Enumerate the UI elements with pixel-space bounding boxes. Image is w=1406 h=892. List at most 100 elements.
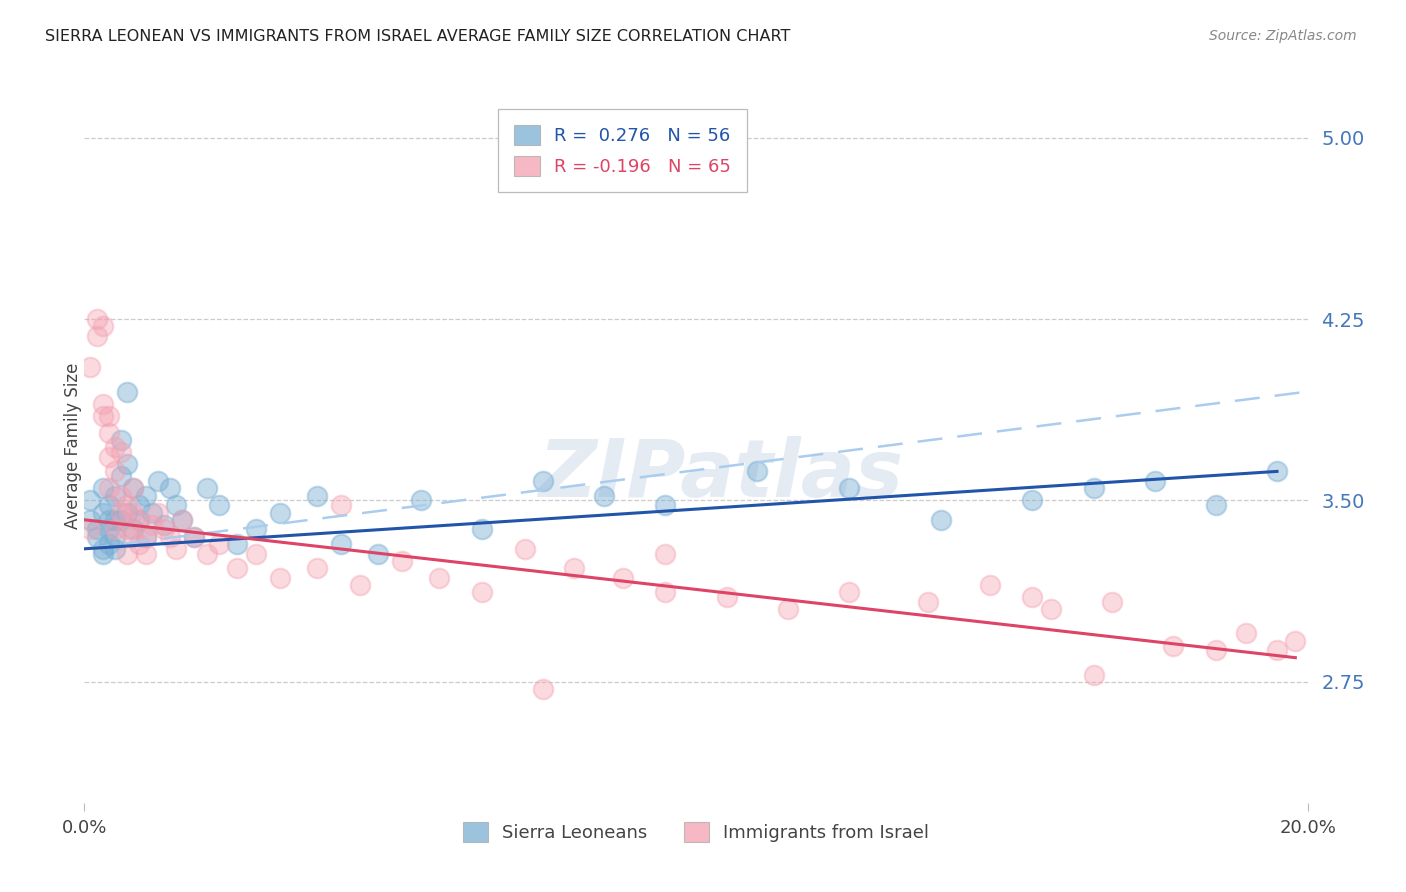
Point (208, 498, 231, 512)
Point (128, 537, 150, 551)
Point (86, 530, 108, 544)
Point (1021, 590, 1043, 604)
Point (612, 571, 634, 585)
Legend: Sierra Leoneans, Immigrants from Israel: Sierra Leoneans, Immigrants from Israel (454, 813, 938, 851)
Point (115, 457, 138, 471)
Point (979, 578, 1001, 592)
Point (1161, 639, 1184, 653)
Point (115, 498, 138, 512)
Point (153, 523, 176, 537)
Point (305, 561, 328, 575)
Point (1284, 633, 1306, 648)
Y-axis label: Average Family Size: Average Family Size (65, 363, 82, 529)
Point (97, 498, 120, 512)
Point (593, 489, 616, 503)
Point (471, 523, 494, 537)
Point (1143, 474, 1166, 488)
Point (391, 554, 413, 568)
Point (654, 547, 676, 561)
Point (86, 523, 108, 537)
Point (104, 513, 127, 527)
Point (91, 541, 114, 556)
Point (1101, 595, 1123, 609)
Point (141, 506, 163, 520)
Point (122, 481, 145, 495)
Point (110, 506, 132, 520)
Point (135, 489, 157, 503)
Point (349, 578, 371, 592)
Point (135, 547, 157, 561)
Point (91, 397, 114, 411)
Point (172, 513, 194, 527)
Point (122, 481, 145, 495)
Point (195, 547, 218, 561)
Point (79, 513, 101, 527)
Point (929, 513, 952, 527)
Point (104, 440, 127, 454)
Point (97, 537, 120, 551)
Point (159, 530, 181, 544)
Point (838, 585, 860, 599)
Point (97, 409, 120, 423)
Point (1205, 643, 1227, 657)
Point (110, 489, 132, 503)
Point (122, 506, 145, 520)
Point (1083, 481, 1105, 495)
Point (1021, 493, 1043, 508)
Point (330, 498, 353, 512)
Point (838, 481, 860, 495)
Point (1039, 602, 1062, 616)
Point (115, 506, 138, 520)
Point (513, 541, 536, 556)
Point (135, 530, 157, 544)
Point (104, 530, 127, 544)
Point (183, 530, 205, 544)
Point (183, 530, 205, 544)
Point (153, 517, 176, 532)
Point (1205, 498, 1227, 512)
Point (226, 561, 249, 575)
Point (367, 547, 389, 561)
Point (172, 513, 194, 527)
Point (115, 547, 138, 561)
Point (208, 537, 231, 551)
Point (128, 498, 150, 512)
Point (226, 537, 249, 551)
Point (79, 360, 101, 375)
Point (776, 602, 799, 616)
Point (91, 506, 114, 520)
Point (165, 541, 187, 556)
Point (110, 469, 132, 483)
Point (330, 537, 353, 551)
Point (91, 481, 114, 495)
Point (654, 498, 676, 512)
Point (1083, 667, 1105, 681)
Point (531, 474, 554, 488)
Text: SIERRA LEONEAN VS IMMIGRANTS FROM ISRAEL AVERAGE FAMILY SIZE CORRELATION CHART: SIERRA LEONEAN VS IMMIGRANTS FROM ISRAEL… (45, 29, 790, 44)
Point (79, 523, 101, 537)
Point (159, 481, 181, 495)
Point (747, 464, 769, 478)
Point (245, 523, 267, 537)
Point (1236, 626, 1258, 640)
Point (104, 489, 127, 503)
Point (104, 464, 127, 478)
Point (110, 445, 132, 459)
Point (531, 682, 554, 697)
Point (135, 530, 157, 544)
Point (86, 329, 108, 343)
Point (654, 585, 676, 599)
Point (97, 450, 120, 464)
Point (110, 433, 132, 447)
Point (917, 595, 939, 609)
Point (115, 384, 138, 399)
Point (305, 489, 328, 503)
Point (269, 571, 291, 585)
Point (122, 523, 145, 537)
Point (269, 506, 291, 520)
Point (91, 409, 114, 423)
Point (165, 498, 187, 512)
Point (104, 523, 127, 537)
Point (115, 523, 138, 537)
Point (195, 481, 218, 495)
